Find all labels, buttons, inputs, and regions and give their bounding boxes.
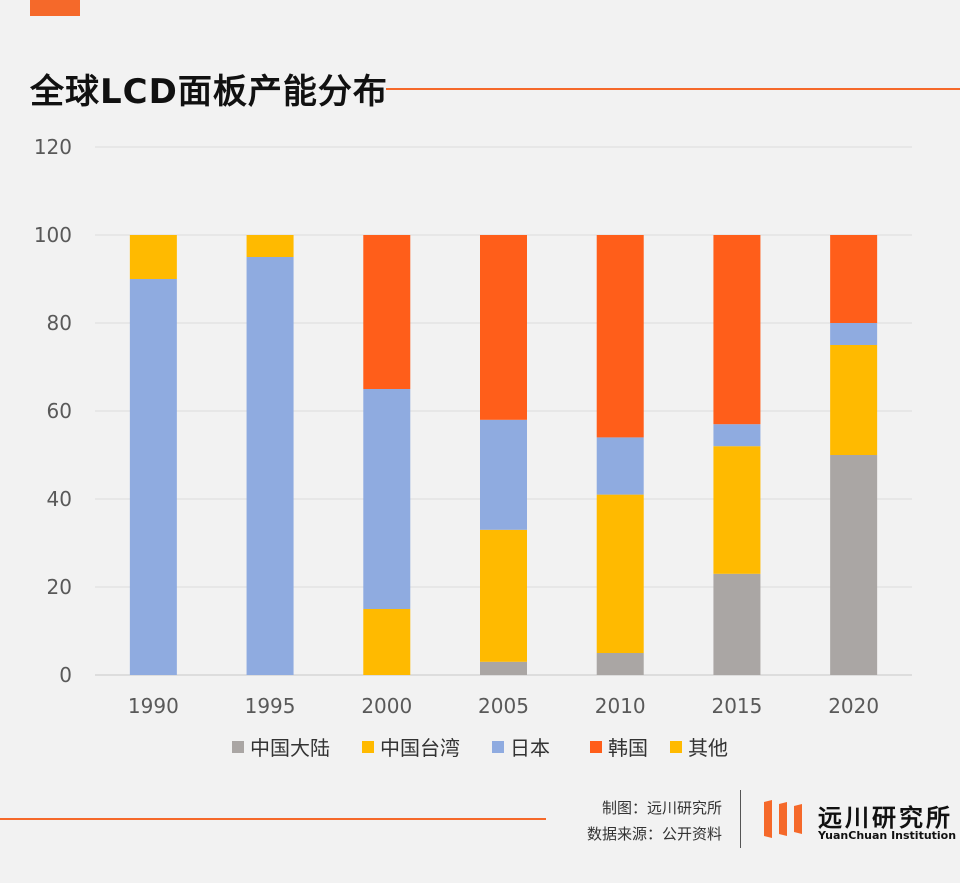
x-tick-label: 2005 — [478, 694, 529, 718]
x-tick-label: 1995 — [245, 694, 296, 718]
bar-segment — [713, 424, 761, 447]
bar-segment — [246, 235, 294, 257]
legend-label: 韩国 — [608, 736, 648, 760]
y-tick-label: 0 — [59, 663, 72, 687]
y-tick-label: 40 — [47, 487, 72, 511]
bar-segment — [713, 446, 761, 574]
x-axis-ticks: 1990 1995 2000 2005 2010 2015 2020 — [128, 694, 879, 718]
logo-name-en: YuanChuan Institution — [818, 829, 957, 842]
legend-swatch — [670, 741, 682, 753]
credit-source: 数据来源：公开资料 — [586, 825, 722, 843]
bar-segment — [713, 235, 761, 425]
legend-label: 日本 — [510, 736, 550, 760]
legend-swatch — [362, 741, 374, 753]
stacked-bar-chart: 0 20 40 60 80 100 120 1990 1995 2000 2005 2010 2015… — [34, 135, 912, 760]
bar-segment — [830, 235, 878, 323]
legend-label: 中国台湾 — [380, 736, 460, 760]
bar-segment — [480, 419, 527, 530]
y-tick-label: 20 — [47, 575, 72, 599]
bar-segment — [713, 573, 761, 675]
bar-segment — [363, 389, 411, 609]
legend-swatch — [492, 741, 504, 753]
chart-title: 全球LCD面板产能分布 — [30, 72, 388, 112]
logo-name-cn: 远川研究所 — [818, 804, 953, 832]
bar-segment — [480, 529, 527, 662]
x-tick-label: 2010 — [595, 694, 646, 718]
y-axis-ticks: 0 20 40 60 80 100 120 — [34, 135, 72, 687]
legend-label: 中国大陆 — [250, 736, 330, 760]
bar-segment — [596, 235, 644, 438]
bar-segment — [830, 345, 878, 455]
legend: 中国大陆 中国台湾 日本 韩国 其他 — [232, 736, 728, 760]
y-tick-label: 80 — [47, 311, 72, 335]
bar-segment — [363, 609, 411, 675]
bar-segment — [596, 494, 644, 653]
legend-swatch — [590, 741, 602, 753]
footer-divider — [740, 790, 741, 848]
y-tick-label: 100 — [34, 223, 72, 247]
footer-rule — [0, 818, 546, 820]
top-accent-bar — [30, 0, 80, 16]
bar-segment — [129, 235, 177, 279]
x-tick-label: 1990 — [128, 694, 179, 718]
x-tick-label: 2000 — [361, 694, 412, 718]
bars — [129, 235, 878, 675]
y-tick-label: 120 — [34, 135, 72, 159]
bar-segment — [596, 653, 644, 675]
bar-segment — [363, 235, 411, 389]
bar-segment — [246, 257, 294, 675]
x-tick-label: 2020 — [828, 694, 879, 718]
legend-label: 其他 — [688, 736, 728, 760]
bar-segment — [480, 661, 527, 675]
x-tick-label: 2015 — [711, 694, 762, 718]
bar-segment — [596, 437, 644, 495]
credit-chart: 制图：远川研究所 — [601, 799, 722, 817]
title-rule — [386, 88, 960, 90]
yuanchuan-logo-icon — [764, 800, 802, 838]
bar-segment — [480, 235, 527, 420]
bar-segment — [129, 279, 177, 675]
y-tick-label: 60 — [47, 399, 72, 423]
bar-segment — [830, 455, 878, 675]
legend-swatch — [232, 741, 244, 753]
bar-segment — [830, 323, 878, 345]
